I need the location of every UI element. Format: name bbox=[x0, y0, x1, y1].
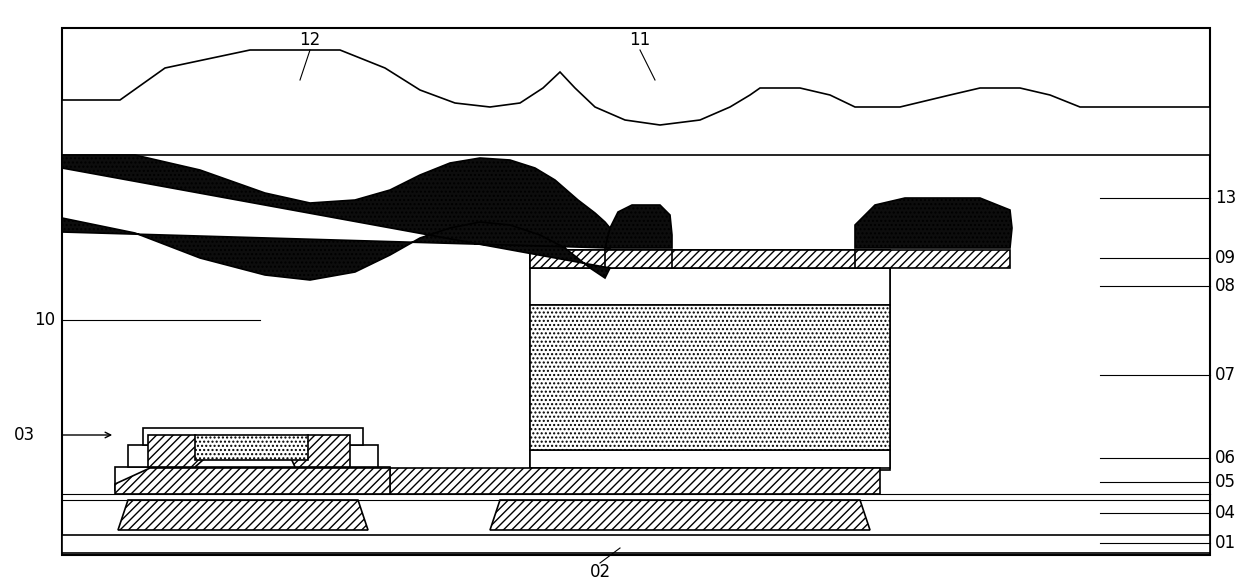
Polygon shape bbox=[62, 155, 610, 280]
Polygon shape bbox=[490, 500, 870, 530]
Polygon shape bbox=[856, 250, 1011, 268]
Text: 05: 05 bbox=[1215, 473, 1236, 491]
Polygon shape bbox=[529, 250, 890, 268]
Polygon shape bbox=[115, 468, 391, 494]
Text: 02: 02 bbox=[589, 563, 610, 581]
Text: 11: 11 bbox=[630, 31, 651, 49]
Polygon shape bbox=[62, 50, 1210, 155]
Polygon shape bbox=[856, 198, 1012, 248]
Polygon shape bbox=[391, 468, 880, 494]
Polygon shape bbox=[118, 500, 368, 530]
Text: 01: 01 bbox=[1215, 534, 1236, 552]
Text: 08: 08 bbox=[1215, 277, 1236, 295]
Bar bbox=[529, 250, 890, 470]
Polygon shape bbox=[115, 467, 391, 490]
Polygon shape bbox=[605, 250, 672, 268]
Text: 10: 10 bbox=[33, 311, 55, 329]
Polygon shape bbox=[195, 435, 308, 460]
Polygon shape bbox=[529, 250, 890, 268]
Bar bbox=[529, 268, 890, 305]
Bar bbox=[529, 305, 890, 450]
Text: 13: 13 bbox=[1215, 189, 1236, 207]
Text: 12: 12 bbox=[299, 31, 321, 49]
Text: 09: 09 bbox=[1215, 249, 1236, 267]
Bar bbox=[529, 450, 890, 468]
Text: 06: 06 bbox=[1215, 449, 1236, 467]
Text: 03: 03 bbox=[14, 426, 35, 444]
Text: 07: 07 bbox=[1215, 366, 1236, 384]
Polygon shape bbox=[128, 445, 378, 467]
Bar bbox=[62, 535, 1210, 553]
Polygon shape bbox=[605, 205, 672, 248]
Polygon shape bbox=[285, 435, 350, 467]
Polygon shape bbox=[148, 435, 219, 467]
Polygon shape bbox=[143, 428, 363, 445]
Text: 04: 04 bbox=[1215, 504, 1236, 522]
